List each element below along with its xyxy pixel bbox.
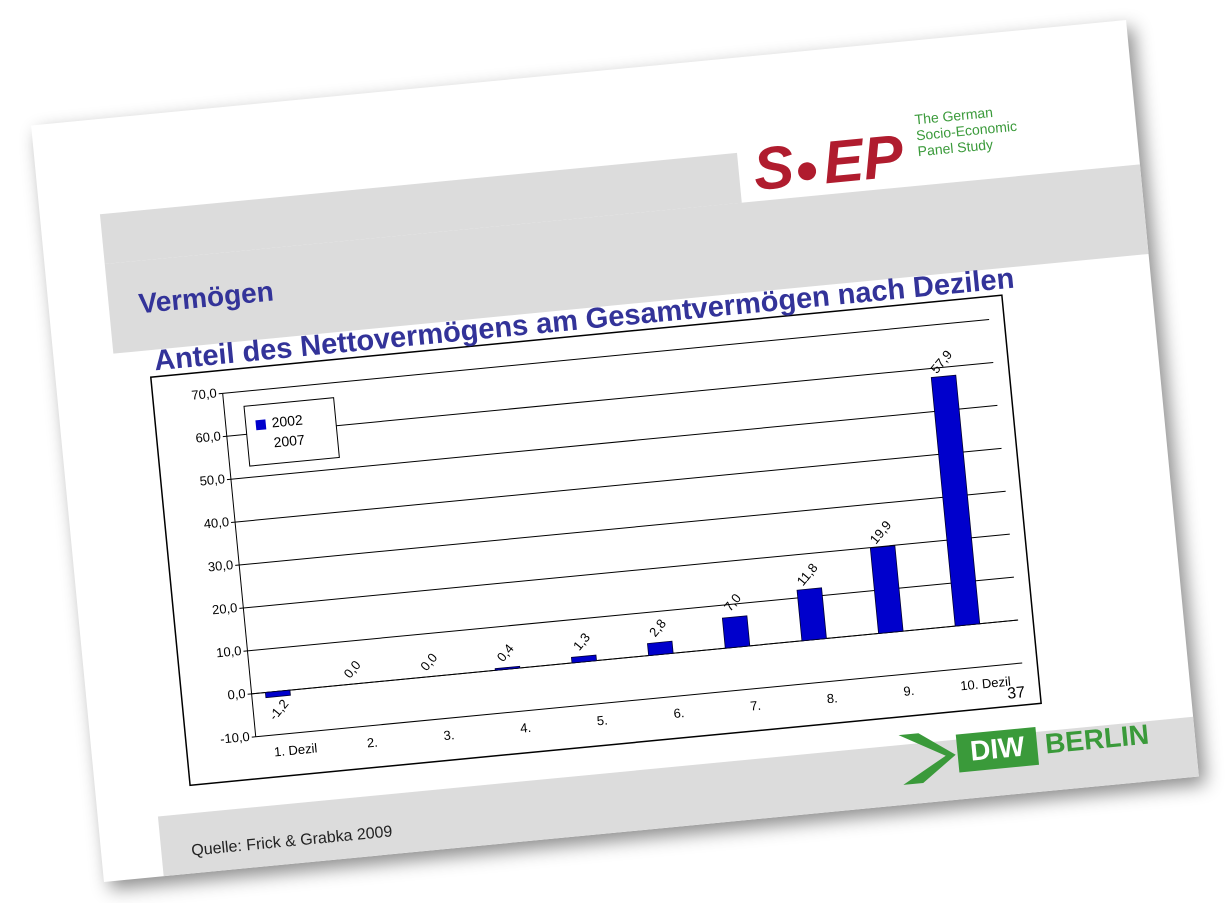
- x-tick-label: 6.: [673, 705, 685, 721]
- y-tick-label: 20,0: [211, 600, 238, 617]
- bar: [721, 615, 751, 649]
- header-band: [104, 164, 1149, 354]
- x-tick-label: 8.: [826, 690, 838, 706]
- y-tick-label: 30,0: [207, 557, 234, 574]
- y-tick-label: 40,0: [203, 514, 230, 531]
- bar: [647, 640, 674, 657]
- grid-line: [243, 533, 1010, 609]
- diw-box: [955, 726, 1040, 773]
- grid-line: [222, 319, 990, 394]
- x-tick-label: 2.: [366, 735, 378, 751]
- slide: S EP The German Socio-Economic Panel Stu…: [31, 20, 1199, 882]
- bar: [571, 654, 597, 664]
- y-tick-label: 0,0: [227, 686, 246, 703]
- grid-line: [226, 361, 994, 437]
- diw-mark: [898, 733, 956, 785]
- legend-swatch: [255, 419, 267, 431]
- bar: [264, 689, 291, 699]
- y-tick-label: 10,0: [215, 643, 242, 660]
- y-axis: [222, 393, 257, 737]
- grid-line: [239, 490, 1006, 566]
- bar: [869, 545, 904, 634]
- logo-caption: Panel Study: [917, 136, 994, 159]
- logo-text: S: [750, 133, 796, 204]
- y-tick-label: 60,0: [195, 428, 222, 445]
- x-tick-label: 10. Dezil: [960, 674, 1012, 694]
- x-tick-label: 3.: [443, 727, 455, 743]
- header-band: [99, 152, 742, 265]
- y-tick-label: 70,0: [191, 385, 218, 402]
- legend-label: 2002: [271, 412, 304, 431]
- chart-frame: [149, 294, 1042, 787]
- bar: [930, 374, 981, 627]
- diw-text: DIW: [969, 731, 1027, 767]
- slide-canvas: S EP The German Socio-Economic Panel Stu…: [99, 104, 1199, 877]
- logo-dot: [798, 162, 817, 181]
- legend-label: 2007: [273, 431, 306, 450]
- x-tick-label: 1. Dezil: [273, 740, 318, 759]
- logo-text: EP: [820, 122, 907, 196]
- x-tick-label: 7.: [749, 698, 761, 714]
- x-tick-label: 4.: [520, 720, 532, 736]
- page-number: 37: [1007, 684, 1026, 703]
- grid-line: [230, 404, 998, 480]
- bar: [796, 587, 827, 642]
- legend-swatch: [257, 439, 269, 451]
- bar: [494, 665, 521, 671]
- logo-caption: The German: [914, 104, 994, 127]
- grid-line: [255, 662, 1023, 738]
- x-tick-label: 9.: [903, 683, 915, 699]
- x-tick-label: 5.: [596, 712, 608, 728]
- y-tick-label: -10,0: [219, 729, 250, 747]
- grid-line: [235, 447, 1002, 523]
- footer-band: [157, 716, 1199, 877]
- y-tick-label: 50,0: [199, 471, 226, 488]
